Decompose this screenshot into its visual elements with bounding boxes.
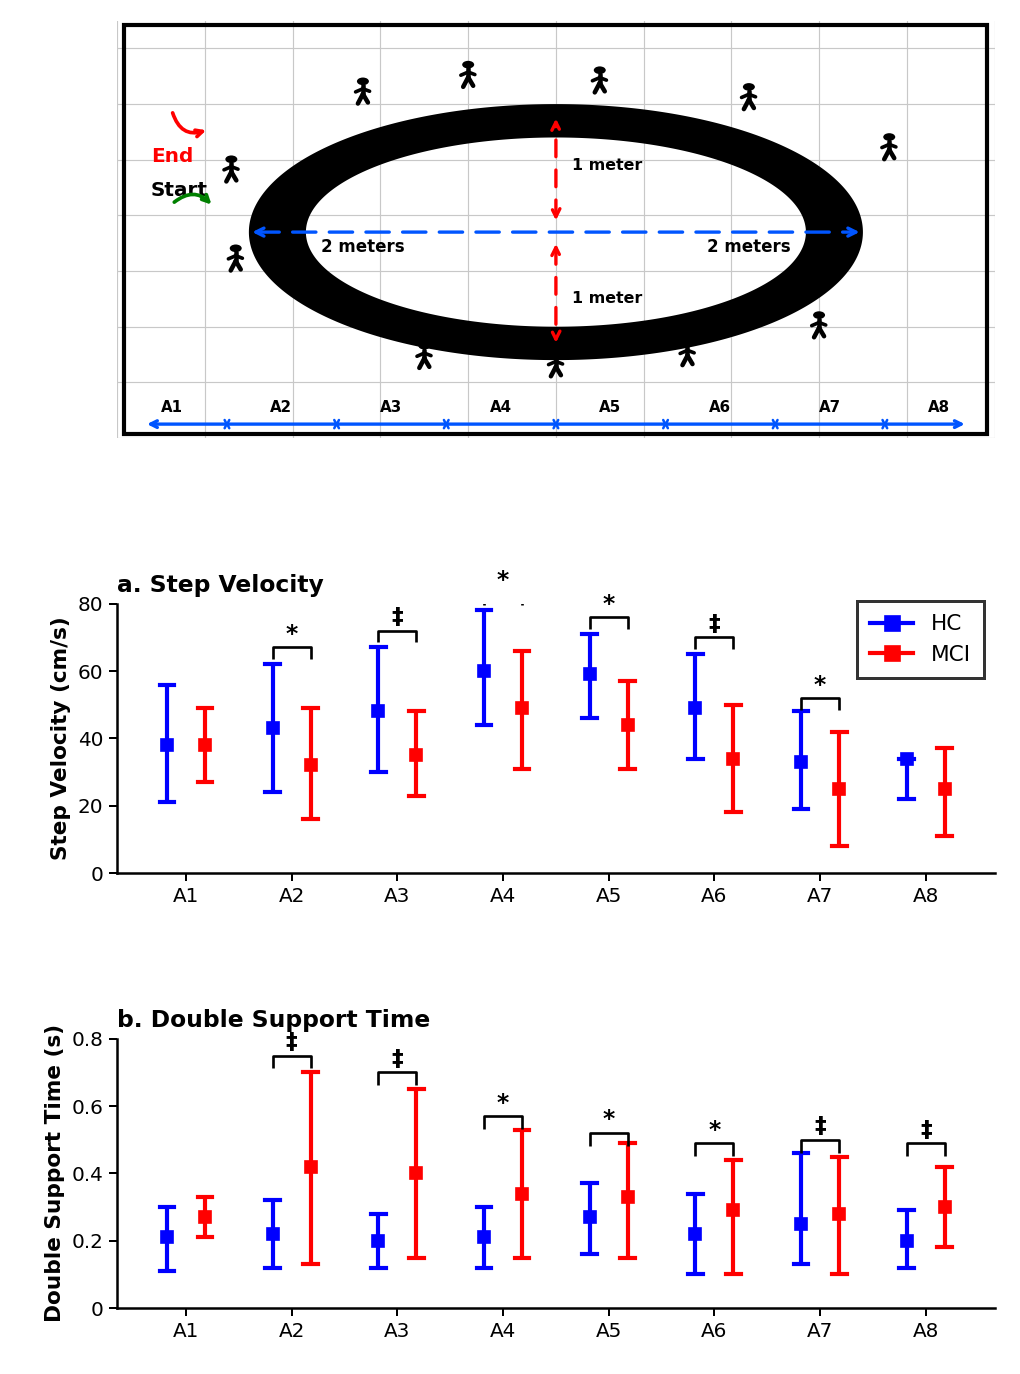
Text: A5: A5 [599, 400, 621, 415]
Text: ‡: ‡ [709, 613, 720, 636]
Circle shape [462, 60, 474, 69]
Text: *: * [814, 673, 826, 697]
Circle shape [594, 66, 606, 74]
Text: ‡: ‡ [392, 1048, 403, 1070]
Circle shape [681, 339, 694, 346]
Text: ‡: ‡ [920, 1118, 931, 1142]
Circle shape [883, 133, 896, 140]
Text: ‡: ‡ [814, 1116, 826, 1138]
Text: 1 meter: 1 meter [571, 158, 642, 173]
Polygon shape [249, 104, 863, 360]
Text: A7: A7 [818, 400, 840, 415]
Text: A4: A4 [490, 400, 512, 415]
Text: 2 meters: 2 meters [707, 238, 790, 256]
Text: Start: Start [151, 181, 208, 199]
Circle shape [225, 155, 238, 164]
Legend: HC, MCI: HC, MCI [857, 600, 983, 677]
Y-axis label: Step Velocity (cm/s): Step Velocity (cm/s) [51, 617, 70, 860]
Text: *: * [286, 622, 298, 646]
Text: A1: A1 [161, 400, 183, 415]
Text: *: * [497, 1091, 509, 1114]
Text: b. Double Support Time: b. Double Support Time [117, 1009, 430, 1032]
Y-axis label: Double Support Time (s): Double Support Time (s) [45, 1025, 64, 1322]
Text: *: * [497, 569, 509, 592]
Text: *: * [603, 1109, 615, 1131]
Text: A8: A8 [928, 400, 951, 415]
Text: A3: A3 [379, 400, 402, 415]
Circle shape [230, 245, 242, 251]
Text: A6: A6 [709, 400, 731, 415]
Circle shape [743, 82, 755, 91]
Text: 2 meters: 2 meters [321, 238, 405, 256]
Text: 1 meter: 1 meter [571, 291, 642, 306]
Circle shape [550, 350, 562, 357]
Text: ‡: ‡ [392, 606, 403, 629]
Text: A2: A2 [270, 400, 293, 415]
Text: a. Step Velocity: a. Step Velocity [117, 574, 324, 598]
Text: ‡: ‡ [286, 1030, 298, 1054]
Text: End: End [151, 147, 193, 166]
Text: *: * [603, 592, 615, 616]
Text: *: * [708, 1118, 720, 1142]
Circle shape [357, 77, 369, 85]
Circle shape [418, 342, 430, 349]
Circle shape [813, 312, 825, 319]
